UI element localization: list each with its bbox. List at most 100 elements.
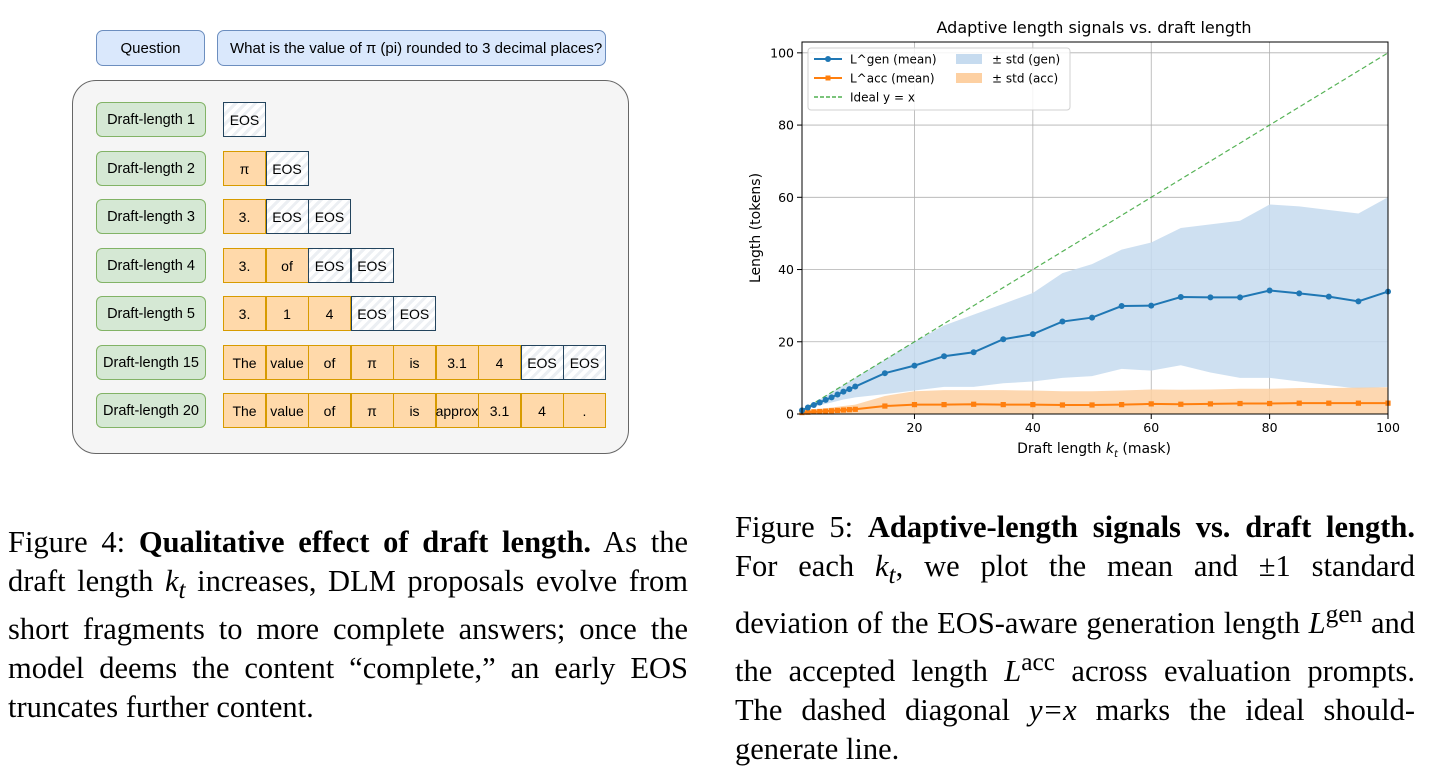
series-gen-point (1029, 331, 1036, 338)
series-gen-point (941, 353, 948, 360)
std-band-gen (802, 197, 1388, 411)
legend-box (807, 47, 1071, 111)
figure5-caption-text: For each (735, 549, 875, 583)
series-gen-point (1000, 336, 1007, 343)
eos-token: EOS (350, 248, 394, 283)
var-l-acc-sup: acc (1021, 648, 1056, 677)
series-acc-point (1178, 401, 1184, 407)
series-gen-point (1059, 318, 1066, 325)
series-acc-line (801, 402, 1388, 414)
series-acc-point (817, 408, 823, 415)
equation-y-equals-x: y=x (1028, 693, 1077, 728)
row-label: Draft-length 3 (96, 199, 206, 234)
series-gen-point (1089, 314, 1096, 321)
question-label: Question (96, 30, 205, 66)
y-axis-label: Length (tokens) (748, 173, 764, 283)
series-gen-point (1118, 303, 1125, 310)
figure5-caption: Figure 5: Adaptive-length signals vs. dr… (735, 508, 1415, 769)
series-gen-point (1237, 294, 1244, 301)
legend-label: ± std (acc) (992, 72, 1058, 86)
eos-token: EOS (265, 151, 309, 186)
word-token: The (223, 345, 266, 380)
series-gen-point (834, 391, 841, 398)
eos-token: EOS (563, 345, 606, 380)
figure4-caption-label: Figure 4: (8, 525, 126, 559)
x-tick-label: 80 (1262, 420, 1278, 435)
series-gen-point (846, 386, 853, 393)
word-token: 3. (223, 248, 266, 283)
var-l-acc: L (1004, 654, 1022, 689)
legend-label: ± std (gen) (992, 53, 1060, 67)
series-acc-point (882, 403, 888, 409)
row-label: Draft-length 1 (96, 102, 206, 137)
row-label: Draft-length 15 (96, 345, 206, 380)
word-token: is (393, 393, 436, 428)
x-tick-label: 40 (1025, 420, 1041, 435)
word-token: 4 (478, 345, 521, 380)
y-tick-label: 40 (778, 262, 794, 277)
y-tick-label: 20 (778, 334, 794, 349)
series-gen-point (828, 394, 835, 401)
figure4-caption: Figure 4: Qualitative effect of draft le… (8, 523, 688, 727)
legend-swatch (956, 54, 982, 64)
series-acc-point (1000, 402, 1006, 408)
series-acc-point (846, 407, 852, 413)
figure4-caption-text-3: truncates further content. (8, 690, 314, 725)
figure5-caption-text-2: , we plot the mean and ±1 standard devia… (735, 549, 1415, 641)
eos-token: EOS (223, 102, 266, 137)
series-gen-point (1325, 293, 1332, 300)
series-gen-point (852, 383, 859, 390)
series-acc-point (828, 408, 835, 414)
series-acc-point (1030, 402, 1036, 408)
series-acc-point (1089, 402, 1095, 408)
series-gen-point (810, 401, 817, 408)
series-gen-point (822, 396, 829, 403)
var-k: k (874, 549, 889, 583)
plot-frame (801, 41, 1389, 415)
eos-token: EOS (308, 248, 351, 283)
question-text: What is the value of π (pi) rounded to 3… (217, 30, 606, 66)
y-tick-label: 100 (770, 45, 794, 60)
std-band-acc (802, 387, 1388, 414)
series-acc-point (852, 406, 858, 412)
word-token: π (350, 345, 394, 380)
figure5-caption-text-5: marks the ideal should-generate line. (735, 693, 1415, 767)
series-gen-point (1177, 293, 1184, 300)
figure4-caption-title: Qualitative effect of draft length. (138, 525, 592, 559)
legend-marker (825, 75, 831, 81)
word-token: 1 (265, 296, 309, 331)
var-k: k (164, 564, 179, 598)
figure5-caption-title: Adaptive-length signals vs. draft length… (867, 510, 1415, 544)
legend-label: Ideal y = x (850, 91, 915, 105)
figure4-caption-text-2: increases, DLM proposals evolve from sho… (8, 564, 688, 686)
word-token: of (308, 393, 351, 428)
series-acc-point (1059, 402, 1066, 408)
series-gen-point (1148, 302, 1155, 309)
x-axis-label: Draft length kt (mask) (1017, 441, 1171, 460)
eos-token-text: EOS (630, 651, 688, 686)
word-token: approx (435, 393, 479, 428)
word-token: of (265, 248, 309, 283)
figure5-caption-text-3: and the accepted length (735, 606, 1415, 689)
word-token: 4 (520, 393, 564, 428)
series-gen-point (840, 388, 847, 395)
row-label: Draft-length 20 (96, 393, 206, 428)
word-token: 3. (223, 199, 266, 234)
var-l-gen: L (1308, 606, 1326, 641)
series-acc-point (1267, 400, 1273, 407)
row-label: Draft-length 5 (96, 296, 206, 331)
word-token: of (308, 345, 351, 380)
series-acc-point (1237, 400, 1243, 407)
series-gen-point (816, 399, 823, 406)
series-gen-point (970, 349, 977, 356)
chart-plot-area: 20 40 60 80 100 0 20 40 60 80 100 L^gen (mean) L^acc… (770, 41, 1400, 435)
series-acc-point (971, 401, 977, 407)
series-acc-point (1326, 400, 1332, 406)
series-acc-point (1148, 401, 1154, 407)
series-acc-point (1355, 400, 1362, 406)
figure5-caption-text-4: across evaluation prompts. The dashed di… (735, 654, 1415, 728)
series-acc-point (1207, 401, 1214, 407)
var-k-sub: t (888, 561, 896, 590)
row-label: Draft-length 2 (96, 151, 206, 186)
word-token: . (563, 393, 606, 428)
